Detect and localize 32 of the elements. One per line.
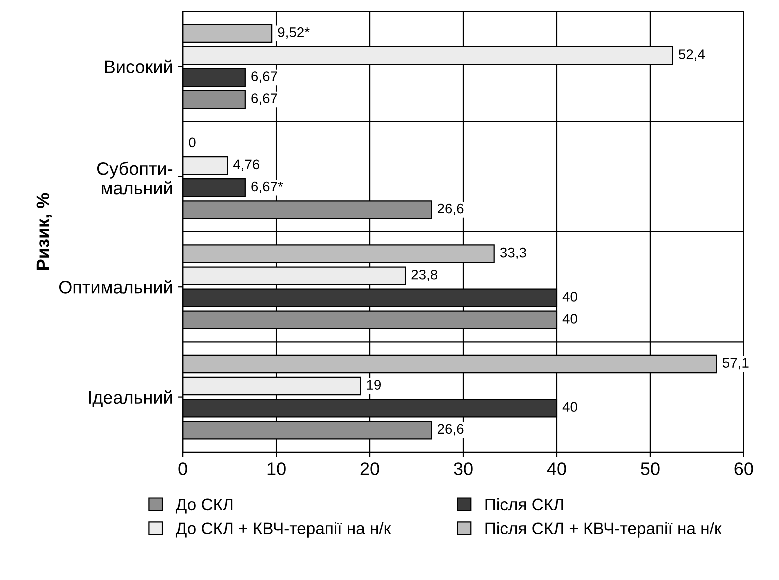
y-axis-title: Ризик, %: [36, 193, 52, 270]
x-tick-label: 20: [360, 462, 380, 476]
data-label: 6,67: [252, 94, 278, 106]
data-label: 9,52*: [278, 28, 310, 40]
x-tick-label: 60: [734, 462, 754, 476]
legend-label: Після СКЛ: [486, 498, 564, 511]
data-label: 40: [562, 402, 578, 412]
data-label: 6,67*: [252, 182, 284, 194]
x-tick-label: 0: [178, 462, 188, 476]
legend-label: До СКЛ + КВЧ-терапії на н/к: [176, 522, 392, 538]
data-label: 23,8: [412, 270, 438, 282]
data-label: 40: [562, 292, 578, 302]
data-label: 6,67: [252, 72, 278, 84]
x-tick-label: 10: [268, 462, 286, 476]
data-label: 0: [189, 138, 196, 148]
y-tick-label: Субопти- мальний: [97, 162, 173, 195]
data-label: 26,6: [438, 204, 464, 216]
y-tick-label: Ідеальний: [89, 390, 172, 408]
data-label: 19: [367, 380, 382, 390]
y-tick-label: Високий: [105, 60, 172, 74]
x-tick-label: 30: [454, 462, 473, 476]
legend-label: До СКЛ: [176, 498, 233, 514]
legend-label: Після СКЛ + КВЧ-терапії на н/к: [486, 522, 722, 538]
data-label: 40: [562, 314, 578, 324]
data-label: 33,3: [500, 248, 526, 260]
y-tick-label: Оптимальний: [59, 280, 172, 294]
x-tick-label: 40: [547, 462, 566, 476]
data-label: 52,4: [679, 50, 706, 62]
data-label: 4,76: [233, 160, 260, 172]
data-label: 57,1: [722, 358, 749, 370]
data-label: 26,6: [438, 424, 464, 436]
x-tick-label: 50: [641, 462, 660, 476]
